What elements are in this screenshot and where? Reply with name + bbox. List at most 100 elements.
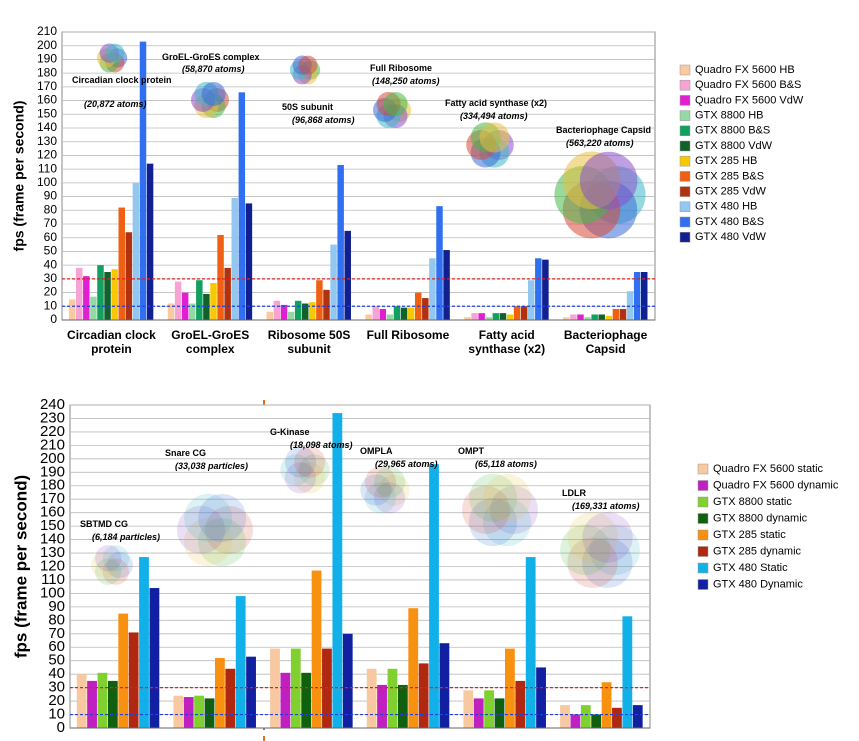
y-tick-label: 30	[44, 271, 58, 285]
molecule-image	[582, 512, 633, 563]
y-tick-label: 40	[48, 665, 65, 682]
legend-label: GTX 285 VdW	[695, 186, 767, 198]
bar	[294, 300, 302, 320]
annotation-detail: (65,118 atoms)	[475, 459, 537, 469]
bar	[97, 265, 104, 320]
bar	[183, 697, 194, 728]
molecule-image	[378, 474, 410, 506]
annotation-detail: (33,038 particles)	[175, 461, 249, 471]
legend-swatch	[679, 155, 691, 167]
molecule-image	[284, 446, 317, 478]
legend-label: GTX 8800 static	[713, 496, 792, 508]
bar	[125, 232, 133, 320]
y-tick-label: 40	[44, 257, 58, 271]
bar	[238, 92, 246, 320]
legend-swatch	[697, 496, 709, 508]
bar	[87, 680, 97, 728]
molecule-image	[560, 524, 611, 576]
y-tick-label: 90	[44, 189, 58, 203]
legend-swatch	[679, 125, 691, 137]
legend-swatch	[697, 579, 709, 590]
legend-label: Quadro FX 5600 static	[713, 463, 824, 475]
molecule-image	[293, 462, 326, 494]
molecule-image	[462, 485, 511, 534]
bar	[330, 244, 337, 320]
legend-swatch	[697, 480, 709, 491]
bar	[280, 304, 288, 320]
y-tick-label: 130	[40, 544, 65, 561]
legend-swatch	[679, 79, 691, 91]
bar	[224, 267, 231, 320]
bar	[203, 293, 210, 320]
bar	[463, 690, 474, 728]
y-tick-label: 100	[40, 584, 65, 601]
molecule-image	[298, 55, 318, 75]
legend-label: GTX 8800 dynamic	[713, 512, 808, 524]
y-tick-label: 60	[48, 638, 65, 655]
legend-label: GTX 480 B&S	[695, 216, 764, 228]
y-tick-label: 80	[48, 611, 65, 628]
annotation-label: LDLR	[562, 488, 586, 498]
legend-swatch	[679, 95, 691, 106]
bar	[429, 258, 436, 320]
legend-label: GTX 285 B&S	[695, 170, 764, 182]
bar	[76, 267, 83, 320]
y-tick-label: 130	[37, 134, 57, 148]
y-tick-label: 80	[44, 202, 58, 216]
y-tick-label: 90	[48, 598, 65, 615]
legend-label: GTX 8800 HB	[695, 110, 763, 122]
y-tick-label: 190	[40, 463, 65, 480]
x-tick-label: Fatty acid synthase (x2)	[468, 328, 546, 357]
bar	[408, 608, 419, 728]
bar	[316, 280, 323, 320]
legend-label: GTX 285 dynamic	[713, 545, 802, 557]
molecule-image	[383, 91, 408, 116]
bar	[584, 317, 591, 320]
bar	[560, 705, 570, 728]
y-tick-label: 20	[44, 285, 58, 299]
annotation-label: Bacteriophage Capsid	[556, 125, 652, 135]
annotation-label: OMPLA	[360, 446, 393, 456]
bar	[107, 680, 118, 728]
bar	[181, 292, 189, 320]
bar	[139, 557, 149, 728]
y-tick-label: 110	[38, 161, 57, 175]
bar	[418, 663, 429, 728]
bar	[342, 633, 353, 728]
annotation-detail: (6,184 particles)	[92, 532, 161, 542]
legend-swatch	[679, 110, 691, 121]
legend-label: GTX 480 HB	[695, 201, 757, 213]
molecule-image	[479, 122, 510, 153]
annotation-detail: (29,965 atoms)	[375, 459, 438, 469]
y-tick-label: 210	[40, 436, 65, 453]
y-tick-label: 170	[40, 490, 65, 507]
molecule-image	[469, 473, 518, 522]
bar	[372, 306, 379, 320]
legend-label: GTX 8800 B&S	[695, 125, 770, 137]
bar	[443, 250, 450, 320]
bar	[612, 309, 620, 320]
y-tick-label: 120	[37, 148, 57, 162]
legend-swatch	[697, 529, 709, 541]
bar	[591, 314, 598, 320]
annotation-detail: (58,870 atoms)	[182, 64, 245, 74]
bar	[422, 298, 429, 320]
molecule-image	[589, 524, 640, 576]
y-tick-label: 70	[48, 625, 65, 642]
bar	[366, 668, 377, 728]
bar	[266, 311, 274, 320]
y-tick-label: 170	[37, 79, 57, 93]
plot-area	[61, 31, 656, 321]
annotation-label: G-Kinase	[270, 427, 310, 437]
annotation-label: GroEL-GroES complex	[162, 52, 260, 62]
annotation-detail: (18,098 atoms)	[290, 440, 353, 450]
molecule-image	[183, 518, 232, 567]
y-tick-label: 140	[40, 531, 65, 548]
bar	[492, 313, 500, 320]
bar	[76, 674, 87, 728]
bar	[270, 648, 280, 728]
y-tick-label: 160	[40, 504, 65, 521]
bar	[311, 570, 322, 728]
bar	[513, 306, 521, 320]
legend-label: GTX 8800 VdW	[695, 140, 773, 152]
